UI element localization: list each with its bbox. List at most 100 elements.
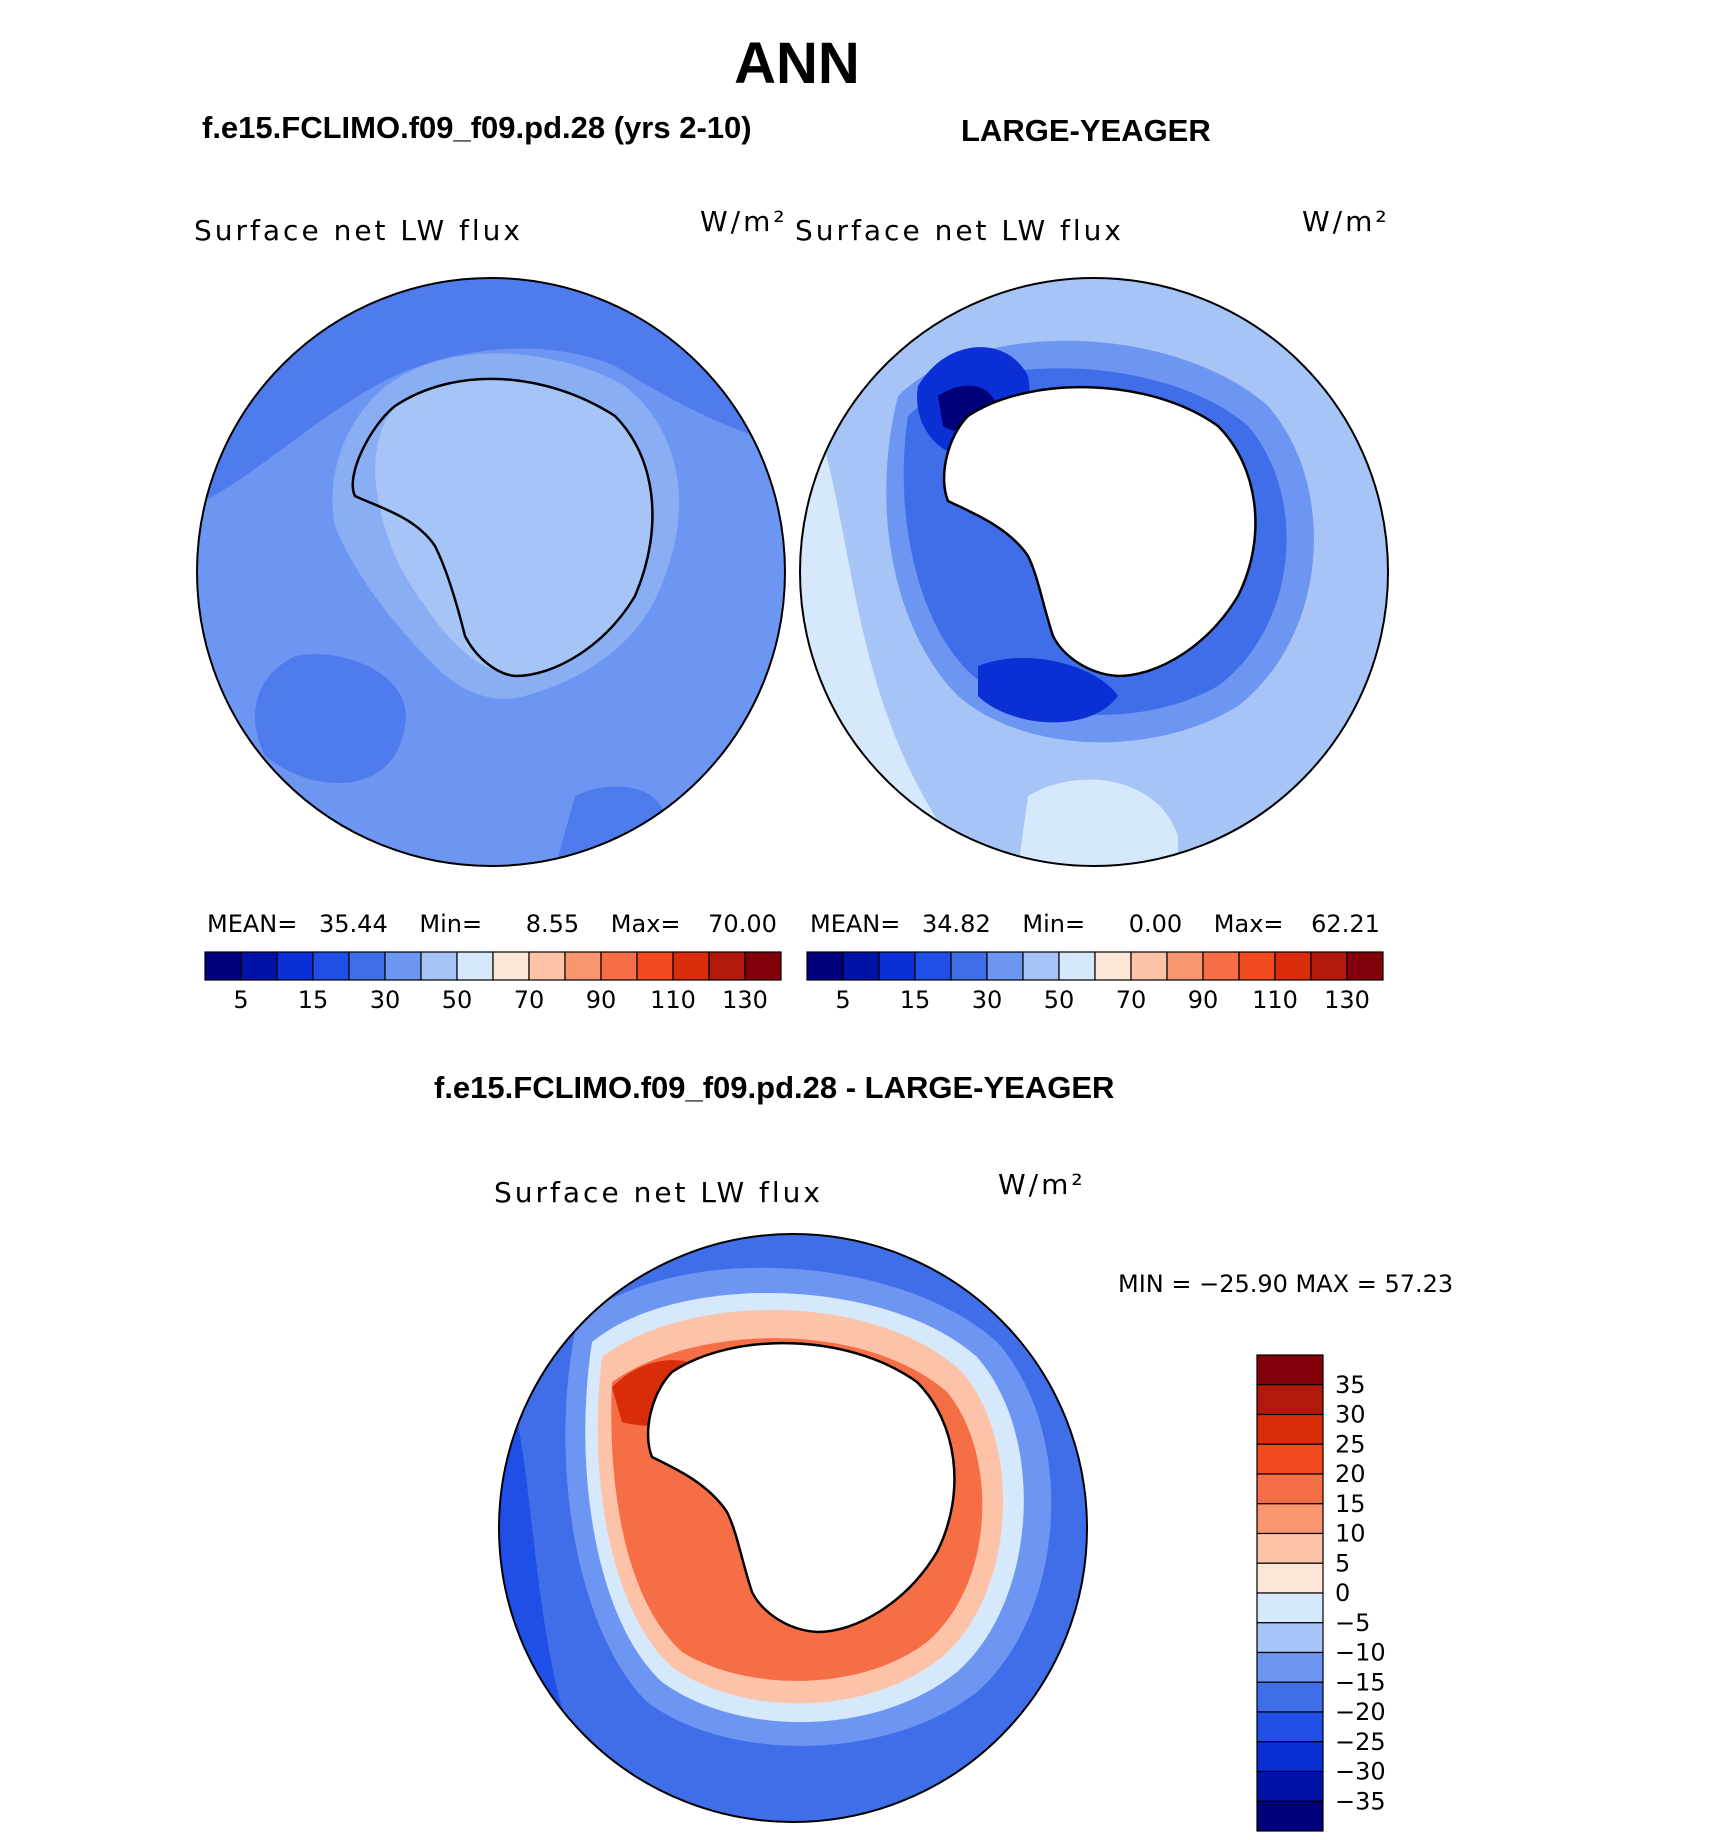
right-map-band-south (1018, 779, 1178, 866)
right-min-value: 0.00 (1128, 910, 1183, 938)
left-colorbar-tick-label: 90 (586, 986, 617, 1014)
diff-colorbar-swatch (1256, 1651, 1324, 1683)
diff-colorbar-tick-label: 0 (1335, 1579, 1350, 1607)
diff-map-masked-ice (648, 1343, 955, 1632)
diff-colorbar-swatch (1256, 1622, 1324, 1654)
right-colorbar-tick-label: 70 (1116, 986, 1147, 1014)
left-colorbar-tick-label: 15 (298, 986, 329, 1014)
right-variable-label: Surface net LW flux (795, 214, 1124, 247)
left-colorbar-tick-label: 70 (514, 986, 545, 1014)
left-colorbar-swatch (384, 951, 422, 981)
left-colorbar-tick-label: 50 (442, 986, 473, 1014)
left-mean-label: MEAN= (207, 910, 298, 938)
left-case-title: f.e15.FCLIMO.f09_f09.pd.28 (yrs 2-10) (202, 110, 752, 145)
diff-colorbar-swatch (1256, 1354, 1324, 1386)
diff-colorbar-swatch (1256, 1681, 1324, 1713)
diff-colorbar-tick-label: 20 (1335, 1460, 1366, 1488)
right-map-ross-high (978, 657, 1118, 723)
left-colorbar-swatch (240, 951, 278, 981)
left-colorbar-swatch (744, 951, 782, 981)
right-min-label: Min= (1022, 910, 1086, 938)
diff-colorbar-tick-label: 25 (1335, 1430, 1366, 1458)
right-colorbar-tick-label: 30 (972, 986, 1003, 1014)
left-colorbar-swatch (276, 951, 314, 981)
right-colorbar-swatch (1346, 951, 1384, 981)
diff-colorbar-swatch (1256, 1741, 1324, 1773)
right-colorbar-tick-label: 130 (1324, 986, 1370, 1014)
left-colorbar-tick-label: 5 (233, 986, 248, 1014)
diff-colorbar-swatch (1256, 1473, 1324, 1505)
diff-colorbar-tick-label: 5 (1335, 1549, 1350, 1577)
right-colorbar-swatch (950, 951, 988, 981)
diff-colorbar-tick-label: 10 (1335, 1520, 1366, 1548)
diff-colorbar-tick-label: −35 (1335, 1787, 1386, 1815)
diff-colorbar-swatch (1256, 1532, 1324, 1564)
right-colorbar-swatch (1202, 951, 1240, 981)
right-colorbar-swatch (914, 951, 952, 981)
right-colorbar-swatch (1022, 951, 1060, 981)
left-stats: MEAN= 35.44 Min= 8.55 Max= 70.00 (207, 910, 777, 938)
right-max-value: 62.21 (1311, 910, 1380, 938)
diff-colorbar-tick-label: −30 (1335, 1758, 1386, 1786)
left-colorbar-tick-label: 30 (370, 986, 401, 1014)
right-colorbar-swatch (1058, 951, 1096, 981)
diff-colorbar-tick-label: −5 (1335, 1609, 1370, 1637)
left-map-coastline (351, 377, 654, 678)
right-colorbar-tick-label: 90 (1188, 986, 1219, 1014)
left-colorbar-swatch (528, 951, 566, 981)
left-units-label: W/m² (700, 205, 788, 238)
right-stats: MEAN= 34.82 Min= 0.00 Max= 62.21 (810, 910, 1380, 938)
diff-colorbar-swatch (1256, 1413, 1324, 1445)
left-map-band-north (197, 278, 785, 506)
left-map-band-west (255, 654, 406, 784)
right-mean-label: MEAN= (810, 910, 901, 938)
diff-colorbar-swatch (1256, 1503, 1324, 1535)
right-colorbar-tick-label: 15 (900, 986, 931, 1014)
left-colorbar-swatch (492, 951, 530, 981)
diff-colorbar-swatch (1256, 1770, 1324, 1802)
right-mean-value: 34.82 (922, 910, 991, 938)
diff-colorbar-swatch (1256, 1384, 1324, 1416)
diff-colorbar-tick-label: 30 (1335, 1401, 1366, 1429)
diff-colorbar-tick-label: −25 (1335, 1728, 1386, 1756)
left-colorbar-swatch (348, 951, 386, 981)
diff-colorbar-swatch (1256, 1562, 1324, 1594)
left-min-label: Min= (419, 910, 483, 938)
left-max-value: 70.00 (708, 910, 777, 938)
right-colorbar-swatch (1094, 951, 1132, 981)
left-colorbar-swatch (456, 951, 494, 981)
left-colorbar-swatch (672, 951, 710, 981)
right-colorbar-swatch (1274, 951, 1312, 981)
right-map-border (799, 277, 1389, 867)
right-colorbar-swatch (806, 951, 844, 981)
right-colorbar-swatch (1238, 951, 1276, 981)
right-colorbar-tick-label: 5 (835, 986, 850, 1014)
diff-colorbar-swatch (1256, 1443, 1324, 1475)
left-colorbar-swatch (600, 951, 638, 981)
diff-colorbar-tick-label: −20 (1335, 1698, 1386, 1726)
left-max-label: Max= (610, 910, 681, 938)
right-colorbar-swatch (842, 951, 880, 981)
diff-units-label: W/m² (998, 1168, 1086, 1201)
left-map (196, 277, 786, 867)
left-colorbar-swatch (420, 951, 458, 981)
diff-colorbar-swatch (1256, 1592, 1324, 1624)
left-colorbar-swatch (204, 951, 242, 981)
diff-colorbar-tick-label: 35 (1335, 1371, 1366, 1399)
right-map-masked-ice (944, 387, 1256, 676)
right-colorbar-tick-label: 50 (1044, 986, 1075, 1014)
left-map-border (196, 277, 786, 867)
left-variable-label: Surface net LW flux (194, 214, 523, 247)
right-colorbar-swatch (1130, 951, 1168, 981)
left-colorbar-swatch (312, 951, 350, 981)
right-colorbar-swatch (878, 951, 916, 981)
diff-map (498, 1233, 1088, 1823)
right-colorbar-tick-label: 110 (1252, 986, 1298, 1014)
right-colorbar-swatch (1310, 951, 1348, 981)
diff-colorbar-tick-label: −15 (1335, 1668, 1386, 1696)
left-colorbar: 5 15 30 50 70 90 110 130 (204, 951, 782, 1014)
diff-map-coastline (646, 1341, 956, 1634)
diff-colorbar-tick-label: 15 (1335, 1490, 1366, 1518)
right-colorbar-swatch (986, 951, 1024, 981)
